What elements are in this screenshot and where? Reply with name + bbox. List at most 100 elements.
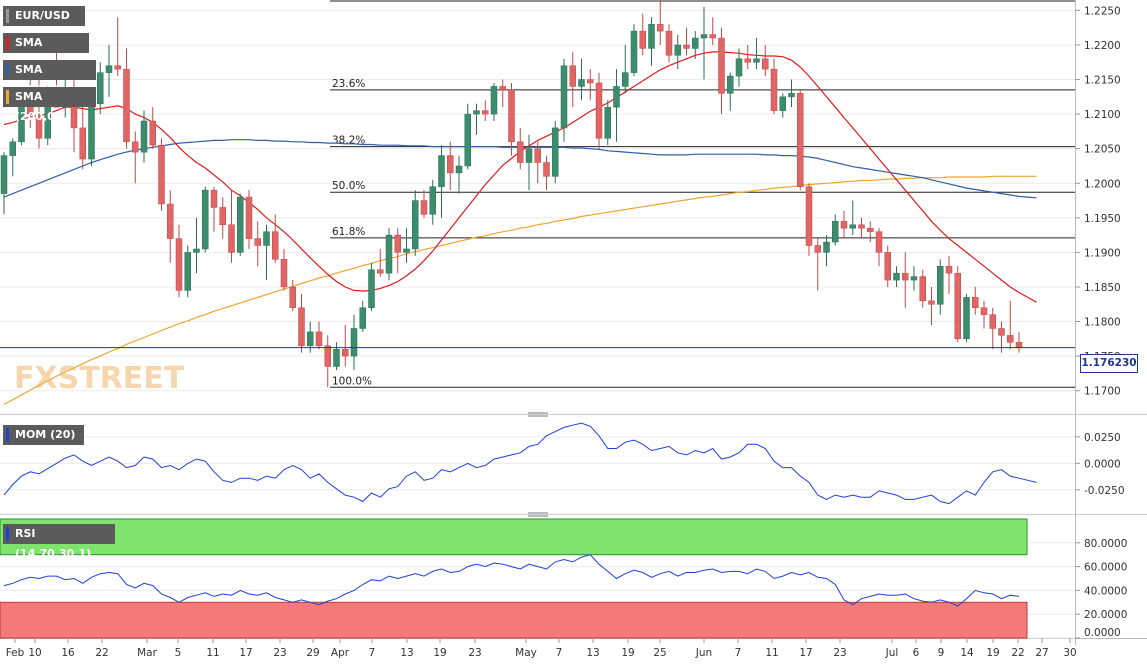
- candle-body: [770, 68, 778, 111]
- sma200-marker: [6, 90, 9, 104]
- candle-body: [105, 65, 113, 73]
- candle-body: [289, 286, 296, 308]
- fib-label: 100.0%: [332, 375, 372, 387]
- rsi-overbought-zone: [0, 518, 1028, 556]
- resize-grip-1[interactable]: [528, 412, 548, 417]
- price-tick-label: 1.1800: [1084, 317, 1121, 329]
- time-tick-label: 5: [175, 647, 182, 659]
- candle-body: [79, 127, 86, 160]
- candle-body: [88, 103, 95, 160]
- price-tick-label: 1.1850: [1084, 282, 1121, 294]
- candle-body: [1007, 335, 1014, 343]
- candle-body: [998, 328, 1005, 336]
- candle-body: [359, 307, 366, 329]
- candle-body: [954, 272, 961, 340]
- price-tick-label: 1.2200: [1084, 40, 1121, 52]
- rsi-text: RSI (14,70,30,1): [15, 527, 92, 560]
- candle-body: [438, 155, 445, 187]
- time-tick-label: 23: [468, 647, 481, 659]
- fib-label: 23.6%: [332, 78, 365, 90]
- candle-body: [324, 345, 331, 367]
- momentum-text: MOM (20): [15, 428, 76, 441]
- candle-body: [210, 189, 218, 208]
- sma20-label[interactable]: SMA (20,0): [3, 33, 89, 69]
- candle-body: [464, 113, 471, 167]
- candle-body: [595, 82, 603, 139]
- candle-body: [823, 241, 830, 253]
- resize-grip-2[interactable]: [528, 512, 548, 517]
- candle-body: [490, 86, 498, 115]
- candle-body: [298, 307, 305, 347]
- momentum-label[interactable]: MOM (20): [3, 425, 84, 445]
- time-tick-label: 19: [986, 647, 999, 659]
- candle-body: [219, 207, 226, 225]
- time-tick-label: Feb: [6, 647, 25, 659]
- candle-body: [420, 200, 428, 215]
- candle-body: [455, 165, 463, 174]
- candle-body: [517, 141, 524, 163]
- price-tick-label: 1.1900: [1084, 247, 1121, 259]
- candle-body: [709, 34, 716, 39]
- candle-body: [499, 86, 506, 91]
- time-tick-label: 22: [1011, 647, 1024, 659]
- candle-body: [700, 34, 708, 39]
- time-tick-label: 19: [433, 647, 446, 659]
- candle-body: [9, 141, 16, 156]
- candle-body: [578, 79, 585, 87]
- sma200-text: SMA (200,0): [15, 90, 60, 123]
- momentum-tick-label: -0.0250: [1084, 485, 1125, 497]
- candle-body: [849, 224, 856, 229]
- sma200-line: [3, 175, 1037, 406]
- candle-body: [744, 58, 751, 63]
- last-price-badge: 1.176230: [1080, 354, 1138, 373]
- rsi-tick-label: 40.0000: [1084, 585, 1127, 597]
- candle-body: [902, 272, 909, 281]
- candle-body: [718, 37, 725, 94]
- candle-body: [560, 65, 568, 129]
- candle-body: [184, 252, 191, 291]
- sma200-label[interactable]: SMA (200,0): [3, 87, 96, 123]
- candle-body: [1015, 342, 1023, 349]
- candles: [0, 0, 1023, 388]
- time-tick-label: 7: [369, 647, 376, 659]
- candle-body: [140, 120, 148, 153]
- candle-body: [254, 238, 261, 246]
- candle-body: [237, 196, 244, 253]
- price-panel-bg: [0, 0, 1075, 408]
- candle-body: [307, 331, 314, 347]
- candle-body: [377, 269, 384, 274]
- rsi-zones: [0, 518, 1028, 639]
- rsi-tick-label: 60.0000: [1084, 562, 1127, 574]
- momentum-line-group: [3, 422, 1037, 505]
- time-tick-label: 22: [95, 647, 108, 659]
- candle-body: [622, 72, 629, 87]
- candle-body: [832, 221, 839, 243]
- rsi-label[interactable]: RSI (14,70,30,1): [3, 524, 115, 560]
- time-tick-label: 17: [239, 647, 252, 659]
- candle-body: [193, 248, 200, 253]
- candle-body: [272, 231, 279, 260]
- candle-body: [919, 276, 926, 302]
- sma100-label[interactable]: SMA (100,0): [3, 60, 96, 96]
- candle-body: [937, 265, 944, 305]
- candle-body: [263, 231, 270, 246]
- time-tick-label: 30: [1063, 647, 1076, 659]
- candle-body: [972, 297, 979, 308]
- rsi-tick-label: 80.0000: [1084, 538, 1127, 550]
- price-tick-label: 1.2150: [1084, 75, 1121, 87]
- candle-body: [350, 328, 358, 357]
- instrument-label[interactable]: EUR/USD: [3, 6, 85, 26]
- candle-body: [910, 276, 918, 281]
- candle-body: [342, 348, 349, 357]
- candle-body: [368, 269, 375, 308]
- rsi-line: [3, 554, 1020, 607]
- candle-body: [447, 155, 454, 174]
- time-tick-label: 29: [306, 647, 319, 659]
- candle-body: [158, 144, 165, 205]
- rsi-marker: [6, 527, 9, 541]
- momentum-marker: [6, 428, 9, 442]
- candle-body: [385, 234, 393, 274]
- candle-body: [779, 96, 786, 111]
